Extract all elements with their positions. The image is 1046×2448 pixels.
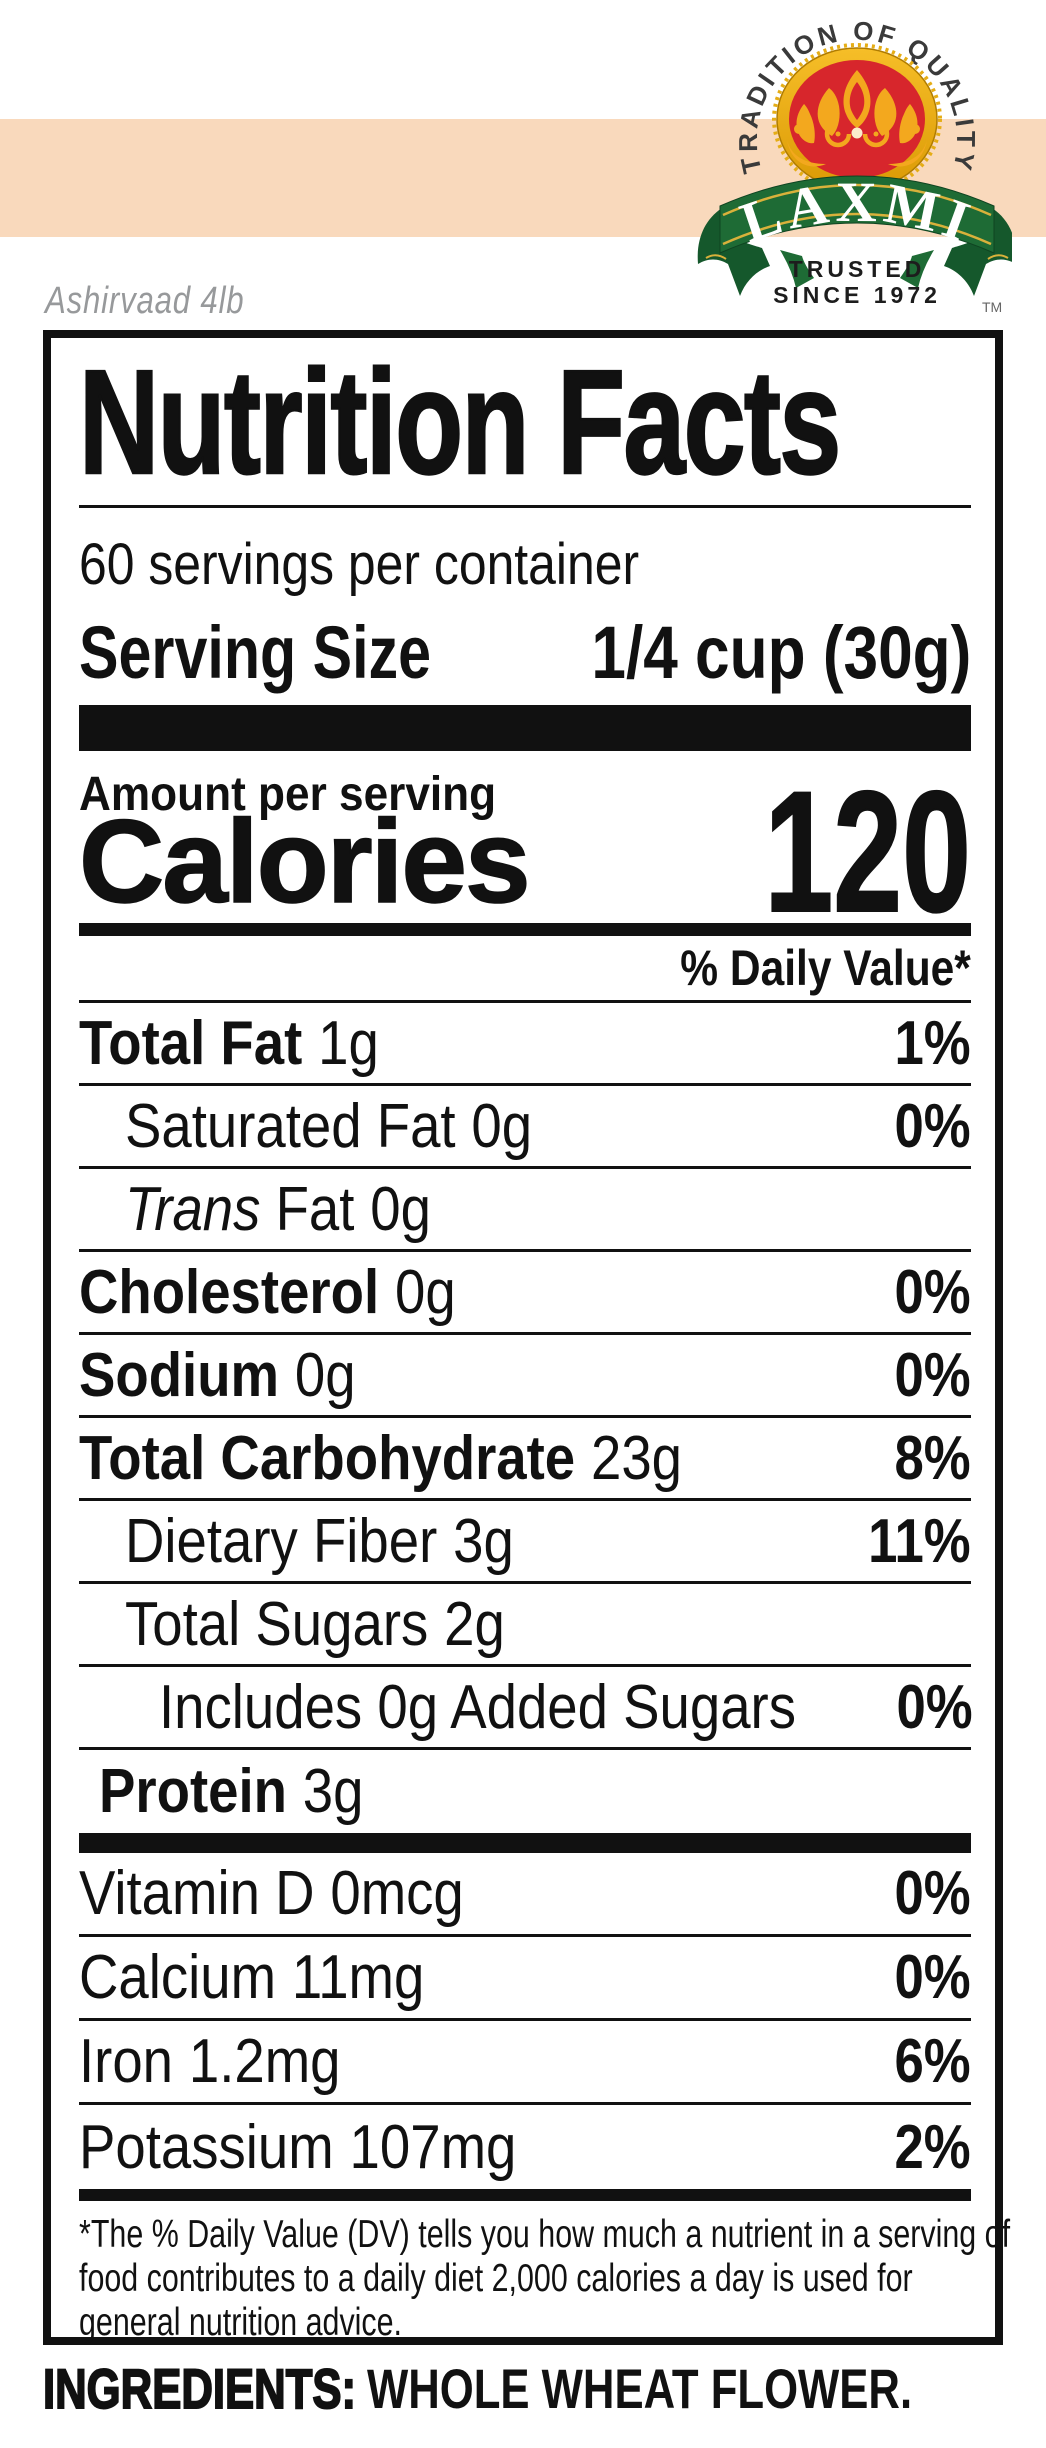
- nutrient-name: Sodium 0g: [79, 1340, 356, 1410]
- nutrient-row: Sodium 0g 0%: [79, 1335, 971, 1418]
- daily-value-percent: 6%: [894, 2027, 971, 2096]
- divider: [79, 1000, 971, 1003]
- vitamin-row: Potassium 107mg 2%: [79, 2105, 971, 2189]
- laxmi-logo: TRADITION OF QUALITY: [697, 15, 1012, 312]
- nutrient-amount: 0mcg: [330, 1859, 464, 1928]
- calories-zone: Amount per serving Calories 120: [78, 751, 971, 939]
- vitamin-row: Iron 1.2mg 6%: [79, 2021, 971, 2105]
- vitamin-row: Vitamin D 0mcg 0%: [79, 1853, 971, 1937]
- nutrient-amount: 2g: [444, 1589, 505, 1659]
- daily-value-footnote: *The % Daily Value (DV) tells you how mu…: [79, 2201, 1011, 2344]
- daily-value-percent: 8%: [894, 1423, 971, 1493]
- daily-value-percent: 0%: [894, 1943, 971, 2012]
- nutrient-row: Cholesterol 0g 0%: [79, 1252, 971, 1335]
- footnote-line: general nutrition advice.: [79, 2301, 402, 2344]
- daily-value-header-zone: % Daily Value*: [79, 936, 971, 1000]
- ribbon-tail-right: [944, 208, 1012, 296]
- ingredients-label: INGREDIENTS:: [42, 2357, 357, 2421]
- nutrient-name: Vitamin D 0mcg: [79, 1859, 464, 1928]
- daily-value-percent: 2%: [894, 2112, 971, 2182]
- nutrient-name: Trans Fat 0g: [125, 1174, 431, 1244]
- nutrient-name: Saturated Fat 0g: [125, 1091, 533, 1161]
- thick-divider: [79, 705, 971, 751]
- trademark-symbol: TM: [982, 299, 1002, 312]
- nutrition-facts-title: Nutrition Facts: [78, 340, 842, 505]
- nutrient-row: Total Sugars 2g: [79, 1584, 971, 1667]
- nutrient-amount: 11mg: [291, 1943, 425, 2012]
- daily-value-percent: 0%: [894, 1257, 971, 1327]
- serving-size-row: Serving Size 1/4 cup (30g): [79, 600, 971, 705]
- ingredients-value: WHOLE WHEAT FLOWER.: [366, 2357, 913, 2420]
- since-1972-text: SINCE 1972: [773, 282, 941, 308]
- small-divider: [79, 2189, 971, 2201]
- daily-value-percent: 0%: [894, 1340, 971, 1410]
- nutrient-amount: 0g: [394, 1257, 456, 1327]
- nutrient-row: Saturated Fat 0g 0%: [79, 1086, 971, 1169]
- vitamin-rows: Vitamin D 0mcg 0% Calcium 11mg 0% Iron 1.2mg 6% P…: [79, 1853, 971, 2189]
- daily-value-percent: 11%: [868, 1506, 971, 1576]
- daily-value-percent: 0%: [896, 1672, 973, 1742]
- nutrient-row: Total Carbohydrate 23g 8%: [79, 1418, 971, 1501]
- servings-per-container: 60 servings per container: [79, 532, 640, 597]
- nutrient-amount: 1g: [318, 1008, 379, 1078]
- product-note: Ashirvaad 4lb: [45, 280, 245, 322]
- nutrient-name: Cholesterol 0g: [79, 1257, 456, 1327]
- nutrient-amount: 107mg: [349, 2112, 517, 2182]
- nutrient-row: Total Fat 1g 1%: [79, 1003, 971, 1086]
- nutrient-name: Dietary Fiber 3g: [125, 1506, 514, 1576]
- medium-divider: [79, 923, 971, 936]
- daily-value-percent: 0%: [894, 1091, 971, 1161]
- lotus-ornament-icon: [787, 70, 927, 167]
- daily-value-percent: 0%: [894, 1859, 971, 1928]
- nutrient-name: Total Fat 1g: [79, 1008, 379, 1078]
- ribbon-banner: LAXMI: [697, 171, 1012, 296]
- nutrition-facts-box: Nutrition Facts 60 servings per containe…: [43, 330, 1011, 2345]
- daily-value-header: % Daily Value*: [680, 940, 971, 996]
- nutrient-name: Protein 3g: [99, 1757, 364, 1826]
- nutrient-amount: 1.2mg: [188, 2027, 341, 2096]
- nutrient-amount: 0g: [471, 1091, 533, 1161]
- daily-value-percent: 1%: [894, 1008, 971, 1078]
- nutrient-amount: 0g: [294, 1340, 356, 1410]
- ingredients-line: INGREDIENTS: WHOLE WHEAT FLOWER.: [42, 2357, 1046, 2421]
- nutrient-amount: 3g: [453, 1506, 514, 1576]
- nutrient-name: Calcium 11mg: [79, 1943, 425, 2012]
- nutrient-row: Dietary Fiber 3g 11%: [79, 1501, 971, 1584]
- footnote-line: food contributes to a daily diet 2,000 c…: [79, 2257, 913, 2300]
- vitamin-row: Calcium 11mg 0%: [79, 1937, 971, 2021]
- servings-zone: 60 servings per container: [79, 508, 971, 600]
- title-zone: Nutrition Facts: [78, 338, 971, 505]
- nutrient-row: Includes 0g Added Sugars 0%: [79, 1667, 973, 1750]
- nutrient-row: Trans Fat 0g: [79, 1169, 971, 1252]
- divider: [79, 505, 971, 508]
- nutrient-amount: 23g: [590, 1423, 683, 1493]
- footnote-line: *The % Daily Value (DV) tells you how mu…: [79, 2213, 1011, 2256]
- calories-label: Calories: [78, 796, 531, 928]
- trusted-text: TRUSTED: [789, 256, 926, 282]
- nutrient-rows: Total Fat 1g 1% Saturated Fat 0g 0% Trans Fat 0…: [79, 1003, 973, 1833]
- scallop-edge: [772, 43, 942, 195]
- serving-size-value: 1/4 cup (30g): [591, 611, 972, 694]
- nutrient-name: Potassium 107mg: [79, 2112, 517, 2182]
- amount-per-serving-label: Amount per serving: [79, 768, 497, 821]
- serving-size-label: Serving Size: [79, 611, 432, 694]
- ribbon-tail-left: [697, 208, 770, 296]
- nutrient-name: Includes 0g Added Sugars: [159, 1672, 797, 1742]
- nutrient-name: Total Carbohydrate 23g: [79, 1423, 683, 1493]
- nutrient-name: Iron 1.2mg: [79, 2027, 341, 2096]
- thick-divider: [79, 1833, 971, 1853]
- nutrient-row: Protein 3g: [79, 1750, 971, 1833]
- nutrient-name: Total Sugars 2g: [125, 1589, 505, 1659]
- nutrient-amount: 3g: [302, 1757, 364, 1826]
- calories-value: 120: [764, 756, 972, 948]
- nutrient-amount: 0g: [370, 1174, 431, 1244]
